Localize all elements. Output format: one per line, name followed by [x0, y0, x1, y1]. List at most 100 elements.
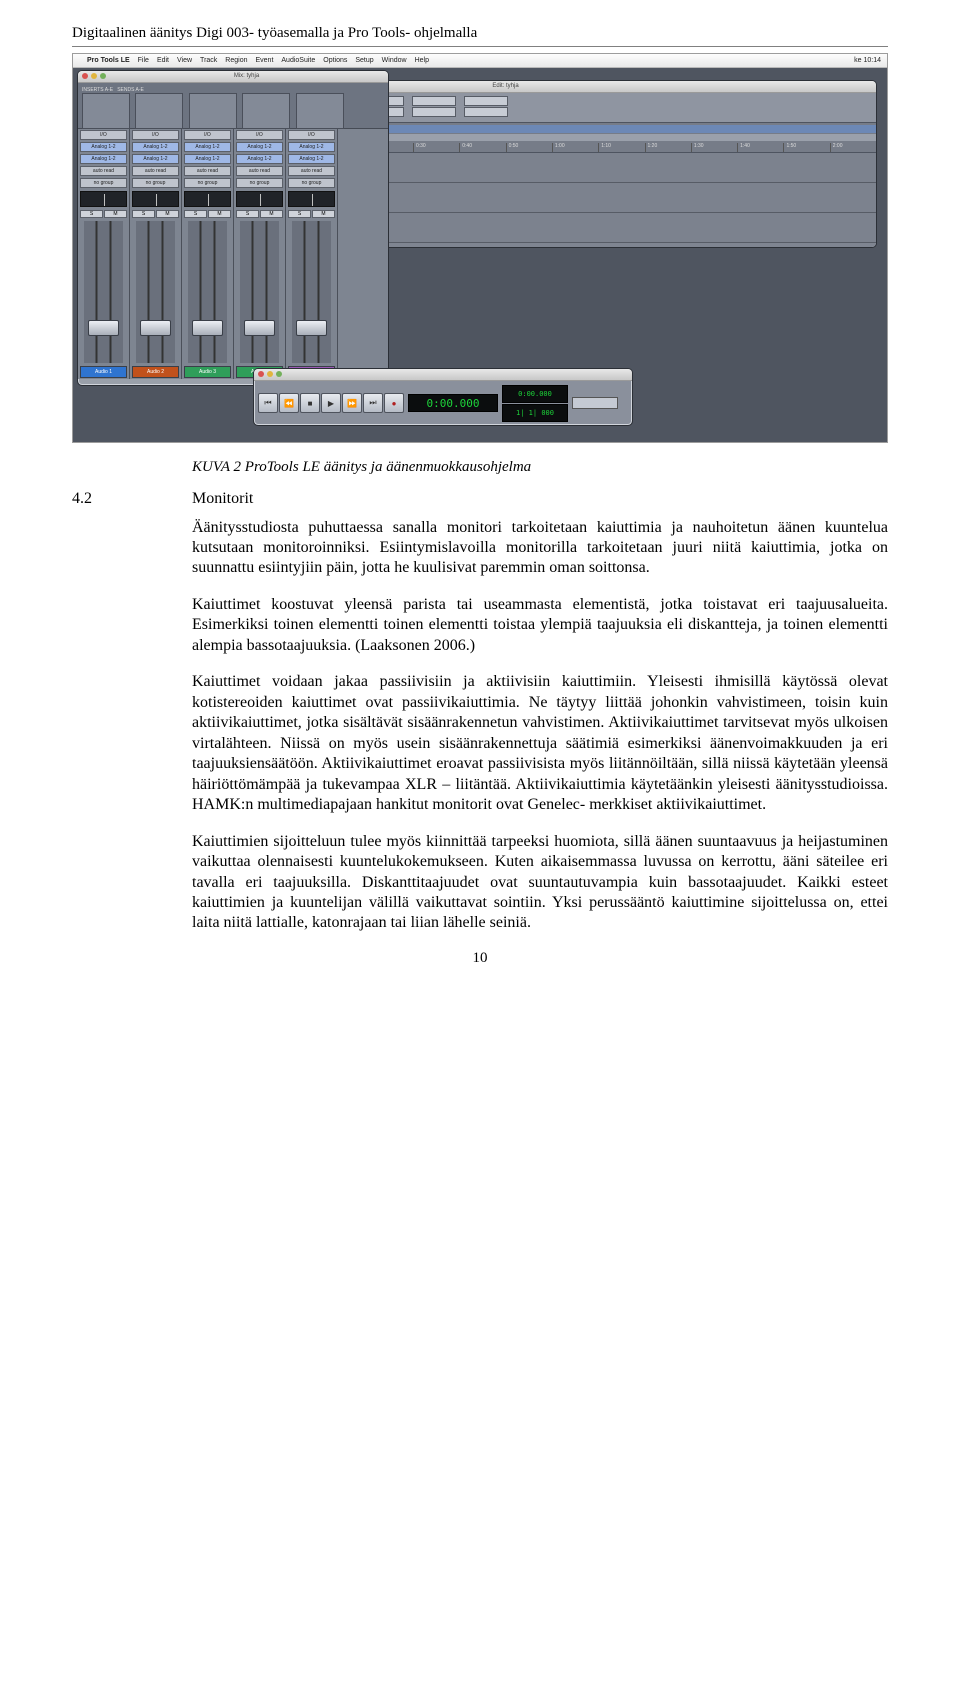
volume-fader[interactable] [240, 221, 279, 363]
menubar-item[interactable]: Window [382, 57, 407, 64]
io-selector[interactable]: I/O [184, 130, 231, 140]
transport-titlebar[interactable] [254, 369, 632, 381]
close-icon[interactable] [82, 73, 88, 79]
stop-button[interactable]: ■ [300, 393, 320, 413]
transport-counter-bars[interactable]: 1| 1| 000 [502, 404, 568, 422]
track-name-label[interactable]: Audio 3 [184, 366, 231, 378]
mix-window[interactable]: Mix: tyhja INSERTS A-E SENDS A-E I/OAnal… [77, 70, 389, 386]
auto-selector[interactable]: auto read [80, 166, 127, 176]
auto-selector[interactable]: auto read [288, 166, 335, 176]
io-selector[interactable]: I/O [288, 130, 335, 140]
toolbar-slot[interactable] [412, 96, 456, 106]
solo-button[interactable]: S [288, 210, 311, 218]
ffwd-button[interactable]: ⏩ [342, 393, 362, 413]
play-button[interactable]: ▶ [321, 393, 341, 413]
inserts-cell[interactable] [242, 93, 290, 129]
solo-button[interactable]: S [132, 210, 155, 218]
output-selector[interactable]: Analog 1-2 [132, 154, 179, 164]
mute-button[interactable]: M [104, 210, 127, 218]
mute-button[interactable]: M [260, 210, 283, 218]
menubar-item[interactable]: AudioSuite [281, 57, 315, 64]
minimize-icon[interactable] [91, 73, 97, 79]
menubar-item[interactable]: Track [200, 57, 217, 64]
body-paragraph: Kaiuttimet voidaan jakaa passiivisiin ja… [192, 672, 888, 815]
group-selector[interactable]: no group [80, 178, 127, 188]
group-selector[interactable]: no group [132, 178, 179, 188]
mute-button[interactable]: M [156, 210, 179, 218]
mute-button[interactable]: M [312, 210, 335, 218]
mix-window-titlebar[interactable]: Mix: tyhja [78, 71, 388, 83]
output-selector[interactable]: Analog 1-2 [236, 154, 283, 164]
pan-knob[interactable] [184, 191, 231, 207]
solo-button[interactable]: S [236, 210, 259, 218]
menubar-app[interactable]: Pro Tools LE [87, 57, 130, 64]
body-paragraph: Kaiuttimet koostuvat yleensä parista tai… [192, 595, 888, 656]
auto-selector[interactable]: auto read [236, 166, 283, 176]
inserts-cell[interactable] [135, 93, 183, 129]
toolbar-slot[interactable] [464, 107, 508, 117]
input-selector[interactable]: Analog 1-2 [236, 142, 283, 152]
inserts-cell[interactable] [189, 93, 237, 129]
auto-selector[interactable]: auto read [132, 166, 179, 176]
group-selector[interactable]: no group [184, 178, 231, 188]
solo-button[interactable]: S [80, 210, 103, 218]
menubar-item[interactable]: Edit [157, 57, 169, 64]
transport-window[interactable]: ⏮ ⏪ ■ ▶ ⏩ ⏭ ● 0:00.000 0:00.000 1| 1| 00… [253, 368, 633, 426]
inserts-cell[interactable] [296, 93, 344, 129]
toolbar-slot[interactable] [464, 96, 508, 106]
input-selector[interactable]: Analog 1-2 [80, 142, 127, 152]
channel-strip[interactable]: I/O Analog 1-2 Analog 1-2 auto read no group… [234, 129, 286, 379]
io-selector[interactable]: I/O [132, 130, 179, 140]
close-icon[interactable] [258, 371, 264, 377]
volume-fader[interactable] [136, 221, 175, 363]
channel-strip[interactable]: I/O Analog 1-2 Analog 1-2 auto read no group… [130, 129, 182, 379]
mute-button[interactable]: M [208, 210, 231, 218]
inserts-cell[interactable] [82, 93, 130, 129]
volume-fader[interactable] [188, 221, 227, 363]
rtz-button[interactable]: ⏮ [258, 393, 278, 413]
goto-end-button[interactable]: ⏭ [363, 393, 383, 413]
menubar-item[interactable]: View [177, 57, 192, 64]
record-button[interactable]: ● [384, 393, 404, 413]
level-meter-icon [324, 223, 329, 361]
menubar-item[interactable]: Setup [355, 57, 373, 64]
menubar-item[interactable]: Region [225, 57, 247, 64]
track-name-label[interactable]: Audio 2 [132, 366, 179, 378]
pan-knob[interactable] [236, 191, 283, 207]
io-selector[interactable]: I/O [236, 130, 283, 140]
track-name-label[interactable]: Audio 1 [80, 366, 127, 378]
transport-counter-sub[interactable]: 0:00.000 [502, 385, 568, 403]
menubar-item[interactable]: Options [323, 57, 347, 64]
zoom-icon[interactable] [276, 371, 282, 377]
io-selector[interactable]: I/O [80, 130, 127, 140]
pan-knob[interactable] [132, 191, 179, 207]
output-selector[interactable]: Analog 1-2 [80, 154, 127, 164]
menubar-item[interactable]: File [138, 57, 149, 64]
pan-knob[interactable] [80, 191, 127, 207]
transport-counter-main[interactable]: 0:00.000 [408, 394, 498, 412]
input-selector[interactable]: Analog 1-2 [132, 142, 179, 152]
output-selector[interactable]: Analog 1-2 [184, 154, 231, 164]
output-selector[interactable]: Analog 1-2 [288, 154, 335, 164]
menubar-item[interactable]: Help [415, 57, 429, 64]
pan-knob[interactable] [288, 191, 335, 207]
input-selector[interactable]: Analog 1-2 [288, 142, 335, 152]
toolbar-slot[interactable] [412, 107, 456, 117]
group-selector[interactable]: no group [236, 178, 283, 188]
zoom-icon[interactable] [100, 73, 106, 79]
rewind-button[interactable]: ⏪ [279, 393, 299, 413]
channel-strip[interactable]: I/O Analog 1-2 Analog 1-2 auto read no group… [286, 129, 338, 379]
volume-fader[interactable] [292, 221, 331, 363]
channel-strip[interactable]: I/O Analog 1-2 Analog 1-2 auto read no group… [182, 129, 234, 379]
solo-button[interactable]: S [184, 210, 207, 218]
volume-fader[interactable] [84, 221, 123, 363]
transport-slot[interactable] [572, 397, 618, 409]
group-selector[interactable]: no group [288, 178, 335, 188]
channel-strip[interactable]: I/O Analog 1-2 Analog 1-2 auto read no group… [78, 129, 130, 379]
auto-selector[interactable]: auto read [184, 166, 231, 176]
minimize-icon[interactable] [267, 371, 273, 377]
input-selector[interactable]: Analog 1-2 [184, 142, 231, 152]
protools-screenshot: Pro Tools LE File Edit View Track Region… [72, 53, 888, 443]
menubar-item[interactable]: Event [255, 57, 273, 64]
ruler-tick: 1:30 [691, 143, 737, 152]
